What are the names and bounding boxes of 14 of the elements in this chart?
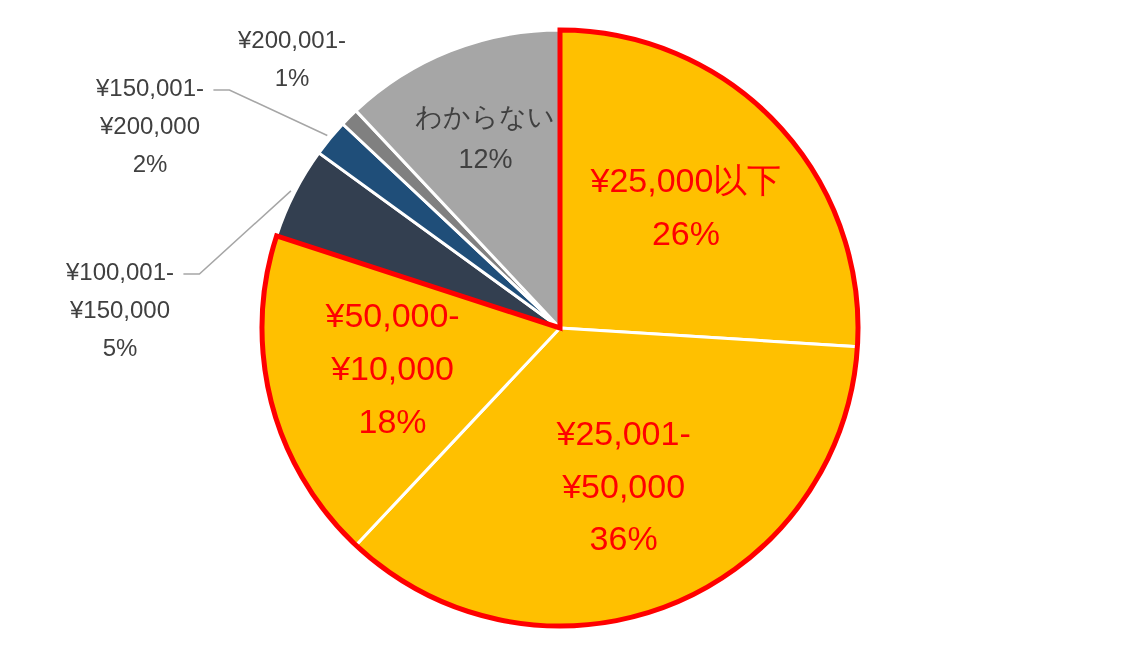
slice-label: ¥200,001- (236, 26, 347, 54)
slice-label: ¥25,001-¥50,000 (555, 413, 691, 505)
slice-label: わからない (415, 101, 556, 132)
data-label: 26% (651, 214, 721, 253)
data-label: 36% (589, 519, 658, 558)
slice-label: ¥50,000-¥10,000 (324, 296, 460, 387)
data-label: 1% (274, 64, 310, 92)
data-label: 12% (458, 143, 513, 174)
slice-label: ¥100,001-¥150,000 (64, 258, 175, 324)
data-label: 2% (132, 150, 168, 178)
slice-label: ¥150,001-¥200,000 (94, 74, 205, 140)
data-label: 18% (358, 401, 427, 440)
slice-label: ¥25,000以下 (589, 161, 782, 200)
data-label: 5% (102, 334, 138, 362)
